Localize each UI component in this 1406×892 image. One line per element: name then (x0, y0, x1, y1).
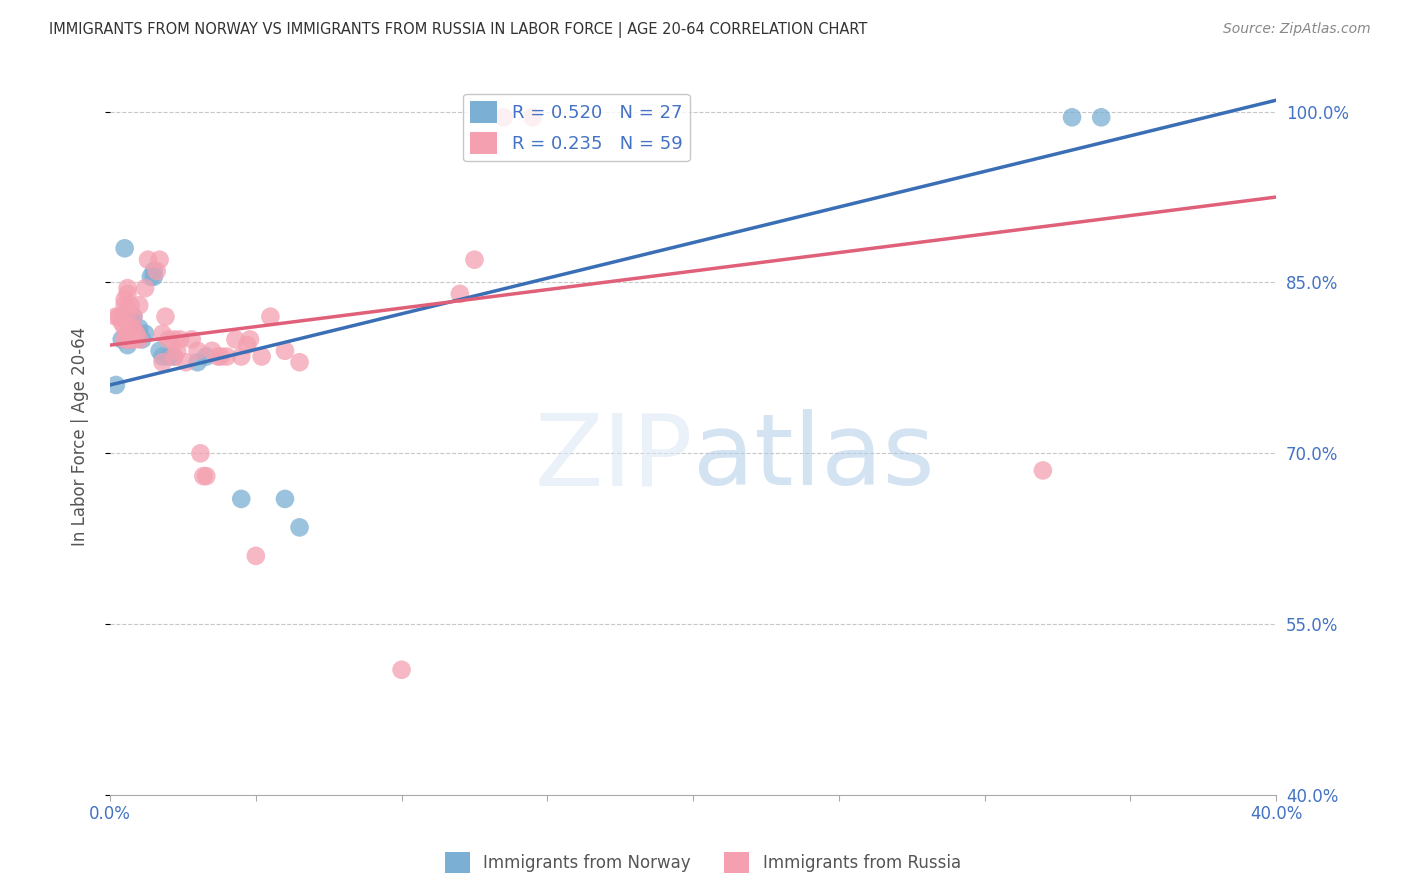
Legend: R = 0.520   N = 27, R = 0.235   N = 59: R = 0.520 N = 27, R = 0.235 N = 59 (463, 94, 690, 161)
Point (139, 269, 162, 284)
Point (1090, 111, 1112, 125)
Point (149, 343, 172, 358)
Point (128, 333, 150, 347)
Point (104, 378, 127, 392)
Point (131, 333, 153, 347)
Point (142, 264, 165, 278)
Point (122, 333, 145, 347)
Point (128, 321, 150, 335)
Point (128, 326, 150, 341)
Point (149, 252, 172, 267)
Point (152, 355, 174, 369)
Point (134, 281, 156, 295)
Point (239, 333, 262, 347)
Point (449, 286, 471, 301)
Point (122, 321, 145, 335)
Point (111, 310, 134, 324)
Point (114, 298, 136, 312)
Point (522, 111, 544, 125)
Point (117, 304, 139, 318)
Point (114, 293, 136, 307)
Point (1060, 111, 1083, 125)
Y-axis label: In Labor Force | Age 20-64: In Labor Force | Age 20-64 (72, 326, 89, 546)
Point (231, 350, 253, 364)
Point (120, 310, 142, 324)
Point (288, 355, 311, 369)
Point (117, 338, 139, 352)
Point (259, 310, 281, 324)
Point (117, 333, 139, 347)
Point (250, 350, 273, 364)
Point (209, 350, 232, 364)
Point (155, 310, 177, 324)
Point (136, 252, 159, 267)
Point (274, 491, 297, 506)
Point (207, 350, 229, 364)
Point (274, 343, 297, 358)
Point (120, 298, 142, 312)
Point (174, 355, 197, 369)
Text: IMMIGRANTS FROM NORWAY VS IMMIGRANTS FROM RUSSIA IN LABOR FORCE | AGE 20-64 CORR: IMMIGRANTS FROM NORWAY VS IMMIGRANTS FRO… (49, 22, 868, 38)
Point (108, 310, 131, 324)
Point (104, 310, 127, 324)
Point (157, 350, 180, 364)
Point (163, 350, 186, 364)
Point (125, 326, 148, 341)
Point (166, 343, 188, 358)
Point (236, 338, 259, 352)
Point (120, 333, 142, 347)
Point (111, 315, 134, 329)
Legend: Immigrants from Norway, Immigrants from Russia: Immigrants from Norway, Immigrants from … (439, 846, 967, 880)
Point (195, 469, 218, 483)
Point (391, 663, 413, 677)
Point (120, 333, 142, 347)
Point (169, 333, 191, 347)
Point (122, 321, 145, 335)
Point (152, 326, 174, 341)
Point (152, 350, 174, 364)
Point (157, 333, 180, 347)
Text: Source: ZipAtlas.com: Source: ZipAtlas.com (1223, 22, 1371, 37)
Point (142, 269, 165, 284)
Point (117, 281, 139, 295)
Text: ZIP: ZIP (534, 409, 693, 507)
Point (163, 333, 186, 347)
Point (190, 446, 212, 460)
Point (128, 298, 150, 312)
Point (186, 355, 208, 369)
Point (231, 491, 253, 506)
Point (245, 549, 267, 563)
Point (1032, 463, 1054, 477)
Point (195, 350, 218, 364)
Point (122, 310, 145, 324)
Point (145, 264, 167, 278)
Text: atlas: atlas (693, 409, 935, 507)
Point (193, 469, 215, 483)
Point (134, 326, 156, 341)
Point (122, 310, 145, 324)
Point (114, 321, 136, 335)
Point (492, 111, 515, 125)
Point (288, 520, 311, 534)
Point (463, 252, 485, 267)
Point (114, 241, 136, 255)
Point (111, 333, 134, 347)
Point (215, 350, 238, 364)
Point (125, 326, 148, 341)
Point (114, 333, 136, 347)
Point (117, 326, 139, 341)
Point (120, 321, 142, 335)
Point (201, 343, 224, 358)
Point (163, 350, 186, 364)
Point (224, 333, 246, 347)
Point (117, 286, 139, 301)
Point (186, 343, 208, 358)
Point (180, 333, 202, 347)
